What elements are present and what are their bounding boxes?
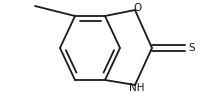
Text: NH: NH [129,83,145,93]
Text: S: S [189,43,195,53]
Text: O: O [133,3,141,13]
